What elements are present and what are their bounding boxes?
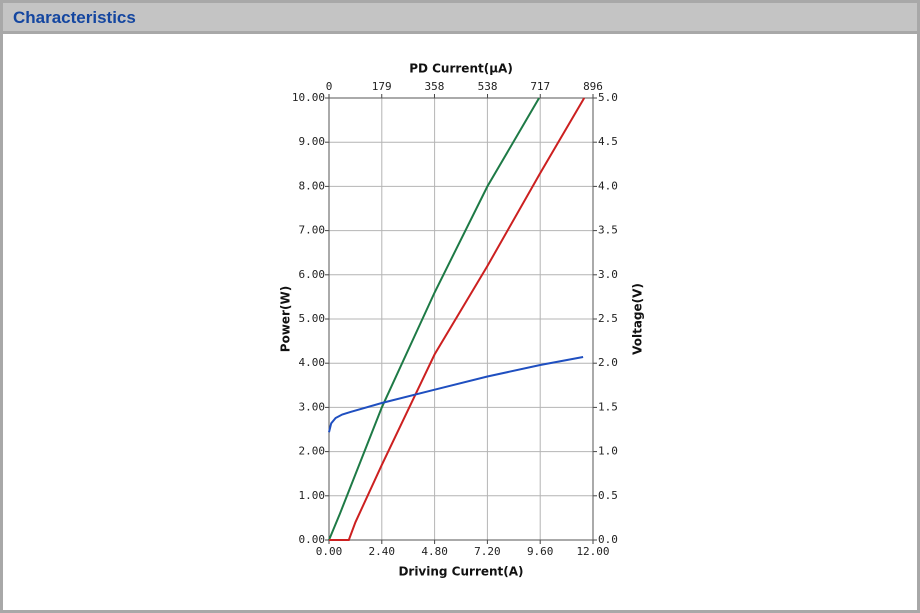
panel-header: Characteristics [3, 3, 917, 34]
y2-axis-title: Voltage(V) [631, 283, 645, 355]
data-line [328, 356, 584, 433]
y2-tick-label: 4.5 [598, 135, 618, 148]
plot-frame [328, 97, 594, 541]
y-tick-label: 8.00 [299, 179, 326, 192]
x2-tick-label: 538 [478, 80, 498, 93]
y2-tick-label: 2.5 [598, 312, 618, 325]
x-tick-label: 12.00 [576, 545, 609, 558]
x2-tick-label: 0 [326, 80, 333, 93]
x-axis-title: Driving Current(A) [398, 565, 523, 579]
y2-tick-label: 0.0 [598, 533, 618, 546]
x-tick-label: 4.80 [421, 545, 448, 558]
y-tick-label: 6.00 [299, 268, 326, 281]
x2-tick-label: 358 [425, 80, 445, 93]
y-tick-label: 3.00 [299, 400, 326, 413]
y-tick-label: 0.00 [299, 533, 326, 546]
y-tick-label: 5.00 [299, 312, 326, 325]
y2-tick-label: 5.0 [598, 91, 618, 104]
y-tick-label: 7.00 [299, 224, 326, 237]
y-tick-label: 10.00 [292, 91, 325, 104]
y2-tick-label: 1.5 [598, 400, 618, 413]
x2-tick-label: 179 [372, 80, 392, 93]
y-tick-label: 1.00 [299, 489, 326, 502]
y-tick-label: 9.00 [299, 135, 326, 148]
y2-tick-label: 1.0 [598, 445, 618, 458]
y2-tick-label: 3.0 [598, 268, 618, 281]
y2-tick-label: 0.5 [598, 489, 618, 502]
data-line [328, 97, 540, 541]
x2-tick-label: 717 [530, 80, 550, 93]
x2-axis-title: PD Current(μA) [409, 62, 513, 76]
y2-tick-label: 3.5 [598, 224, 618, 237]
data-line [329, 97, 586, 541]
y2-tick-label: 4.0 [598, 179, 618, 192]
x-tick-label: 2.40 [369, 545, 396, 558]
y2-tick-label: 2.0 [598, 356, 618, 369]
x-tick-label: 7.20 [474, 545, 501, 558]
x2-tick-label: 896 [583, 80, 603, 93]
x-tick-label: 9.60 [527, 545, 554, 558]
x-tick-label: 0.00 [316, 545, 343, 558]
y-tick-label: 4.00 [299, 356, 326, 369]
panel-title: Characteristics [13, 8, 136, 27]
y-axis-title: Power(W) [279, 286, 293, 352]
y-tick-label: 2.00 [299, 445, 326, 458]
